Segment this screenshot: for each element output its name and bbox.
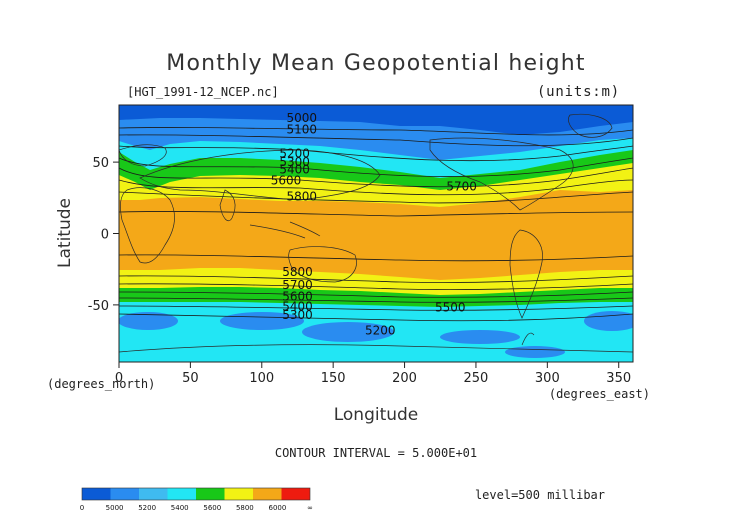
contour-line <box>119 297 633 303</box>
plot-field <box>119 105 633 362</box>
contour-line <box>119 305 633 311</box>
x-tick-label: 200 <box>392 371 417 386</box>
y-tick-label: 50 <box>92 156 109 171</box>
color-scale-swatch <box>196 488 225 500</box>
contour-label: 5300 <box>282 308 313 322</box>
field-low-cell <box>505 346 565 358</box>
color-scale-tick-label: 5000 <box>106 504 124 512</box>
x-tick-label: 250 <box>464 371 489 386</box>
field-low-cell <box>584 311 633 331</box>
color-scale-tick-label: 5600 <box>203 504 221 512</box>
coastline-australia <box>288 246 357 283</box>
x-unit-label: (degrees_east) <box>549 387 650 401</box>
contour-label: 5800 <box>286 189 317 203</box>
field-band-north-darkblue <box>119 105 633 135</box>
contour-line <box>119 313 633 322</box>
contour-line <box>119 134 633 147</box>
coastline-south-america <box>509 229 543 319</box>
chart-title: Monthly Mean Geopotential height <box>166 51 585 76</box>
y-axis-label: Latitude <box>55 198 75 268</box>
coastline-europe <box>119 144 167 167</box>
x-axis-label: Longitude <box>334 405 419 425</box>
y-tick-label: -50 <box>88 299 109 314</box>
x-axis: 0 50 100 150 200 250 300 350 <box>115 362 631 386</box>
coastline-north-america <box>429 137 574 211</box>
color-scale-swatch <box>82 488 111 500</box>
x-tick-label: 150 <box>321 371 346 386</box>
file-label: [HGT_1991-12_NCEP.nc] <box>127 85 279 99</box>
color-scale-swatch <box>139 488 168 500</box>
coastlines <box>119 113 633 353</box>
color-scale-tick-label: 5400 <box>171 504 189 512</box>
contour-line <box>119 283 633 291</box>
field-low-cell <box>440 330 520 344</box>
color-scale-swatch <box>224 488 253 500</box>
units-label: (units:m) <box>537 84 620 100</box>
contour-label: 5200 <box>365 324 396 338</box>
contour-label: 5600 <box>282 289 313 303</box>
contour-label: 5300 <box>279 155 310 169</box>
coastline-india <box>219 189 236 222</box>
contour-label: 5700 <box>446 179 477 193</box>
contour-label: 5400 <box>279 162 310 176</box>
color-scale-swatch <box>281 488 310 500</box>
coastline-antarctic-peninsula <box>521 332 535 346</box>
contour-label: 5000 <box>286 111 317 125</box>
contour-line <box>119 254 633 262</box>
color-scale-frame <box>81 487 311 501</box>
color-scale-swatch <box>110 488 139 500</box>
contour-label: 5600 <box>271 174 302 188</box>
coastline-africa <box>120 187 175 264</box>
color-scale: 0 5000 5200 5400 5600 5800 6000 ∞ <box>80 487 313 512</box>
level-label: level=500 millibar <box>475 488 605 502</box>
coastline-indonesia <box>249 221 321 239</box>
contour-label: 5700 <box>282 278 313 292</box>
coastline-greenland <box>568 113 613 138</box>
contour-lines <box>119 127 633 322</box>
contour-label: 5100 <box>286 122 317 136</box>
x-tick-label: 100 <box>249 371 274 386</box>
contour-label: 5500 <box>435 301 466 315</box>
color-scale-tick-label: 0 <box>80 504 84 512</box>
contour-interval-label: CONTOUR INTERVAL = 5.000E+01 <box>275 446 477 460</box>
color-scale-tick-label: 6000 <box>269 504 287 512</box>
color-scale-swatch <box>167 488 196 500</box>
contour-line <box>119 191 633 204</box>
color-scale-swatch <box>253 488 282 500</box>
contour-label: 5200 <box>279 147 310 161</box>
x-tick-label: 50 <box>182 371 199 386</box>
y-unit-label: (degrees_north) <box>47 377 155 391</box>
contour-line <box>119 167 633 188</box>
coastline-asia <box>139 149 381 201</box>
contour-line <box>119 145 633 162</box>
color-scale-tick-label: ∞ <box>307 504 313 512</box>
x-tick-label: 0 <box>115 371 123 386</box>
contour-line <box>119 157 633 177</box>
x-tick-label: 350 <box>606 371 631 386</box>
color-scale-tick-label: 5200 <box>138 504 156 512</box>
field-low-cell <box>302 322 394 342</box>
color-scale-tick-label: 5800 <box>236 504 254 512</box>
contour-label: 5800 <box>282 265 313 279</box>
y-tick-label: 0 <box>101 228 109 243</box>
y-axis: 50 0 -50 <box>88 156 119 314</box>
contour-line <box>119 291 633 298</box>
field-low-cell <box>119 312 178 330</box>
contour-label: 5400 <box>282 299 313 313</box>
contour-line <box>119 211 633 217</box>
contour-line <box>119 179 633 196</box>
contour-line <box>119 275 633 283</box>
coastline-antarctica <box>119 344 633 353</box>
x-tick-label: 300 <box>535 371 560 386</box>
contour-line <box>119 127 633 136</box>
